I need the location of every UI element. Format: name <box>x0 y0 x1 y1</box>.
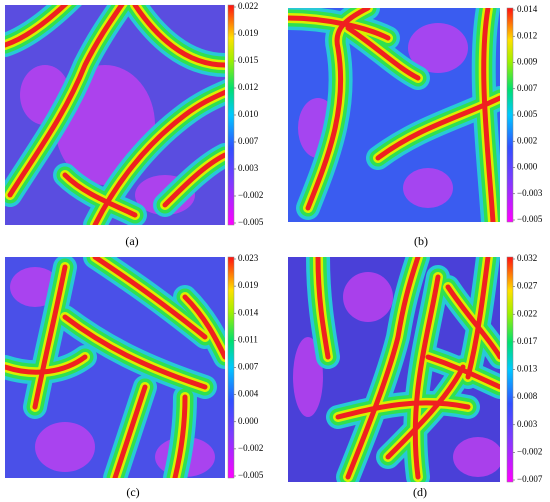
colorbar-tick-label: 0.000 <box>517 162 538 172</box>
colorbar-tick-label: 0.003 <box>517 419 538 429</box>
colorbar <box>227 4 235 226</box>
colorbar-tick-label: 0.007 <box>517 83 538 93</box>
strain-band <box>112 384 148 478</box>
low-region <box>343 272 393 322</box>
panel-label: (d) <box>413 485 427 499</box>
strain-band <box>305 8 371 211</box>
strain-band <box>7 5 125 198</box>
colorbar-tick-label: 0.012 <box>517 30 537 40</box>
strain-band <box>5 5 69 48</box>
strain-band <box>182 294 225 360</box>
strain-band <box>32 264 68 410</box>
strain-band <box>345 257 421 480</box>
colorbar-tick-label: 0.004 <box>238 389 259 399</box>
colorbar-tick-label: −0.005 <box>238 470 264 480</box>
colorbar-tick-label: 0.022 <box>238 1 258 11</box>
colorbar <box>506 7 514 223</box>
strain-band <box>481 8 496 222</box>
strain-band <box>62 314 208 390</box>
colorbar-tick-label: 0.023 <box>238 253 259 263</box>
strain-band <box>132 5 225 68</box>
colorbar-tick-label: 0.003 <box>238 163 259 173</box>
colorbar-tick-label: −0.005 <box>238 217 264 227</box>
strain-band <box>172 394 188 478</box>
strain-band <box>385 364 466 460</box>
heatmap <box>5 257 225 478</box>
colorbar-tick-label: 0.014 <box>238 307 259 317</box>
colorbar-tick-label: −0.002 <box>238 190 263 200</box>
panel-label: (a) <box>125 234 138 248</box>
heatmap <box>288 8 500 222</box>
colorbar-tick-label: −0.002 <box>238 443 263 453</box>
colorbar-tick-label: 0.005 <box>517 109 538 119</box>
colorbar-tick-label: 0.007 <box>238 362 259 372</box>
strain-band <box>162 152 225 208</box>
low-region <box>35 422 95 472</box>
heatmap <box>5 5 225 225</box>
colorbar-tick-label: 0.027 <box>517 281 538 291</box>
strain-band <box>5 354 88 375</box>
strain-band <box>345 25 421 81</box>
colorbar-tick-label: 0.012 <box>238 82 258 92</box>
colorbar-tick-label: 0.019 <box>238 28 259 38</box>
colorbar-tick-label: −0.005 <box>517 214 543 224</box>
low-region <box>453 437 500 477</box>
colorbar <box>506 256 514 483</box>
strain-band <box>62 172 138 218</box>
colorbar <box>227 256 235 479</box>
colorbar-tick-label: 0.032 <box>517 253 537 263</box>
colorbar-tick-label: 0.017 <box>517 336 538 346</box>
strain-band <box>315 257 331 360</box>
colorbar-tick-label: 0.014 <box>517 4 538 14</box>
strain-band <box>465 257 491 380</box>
strain-band <box>412 274 441 480</box>
low-region <box>403 168 453 208</box>
colorbar-tick-label: 0.010 <box>238 109 259 119</box>
colorbar-tick-label: −0.002 <box>517 446 542 456</box>
panel-label: (c) <box>126 485 139 499</box>
low-region <box>293 337 323 417</box>
strain-band <box>92 257 208 340</box>
colorbar-tick-label: 0.000 <box>238 416 259 426</box>
panel-label: (b) <box>414 234 428 248</box>
heatmap <box>288 257 500 482</box>
colorbar-tick-label: 0.002 <box>517 135 537 145</box>
colorbar-tick-label: −0.003 <box>517 188 543 198</box>
colorbar-tick-label: 0.015 <box>238 55 259 65</box>
strain-band <box>335 400 471 420</box>
colorbar-tick-label: −0.007 <box>517 474 543 484</box>
low-region <box>408 23 468 73</box>
colorbar-tick-label: 0.019 <box>238 280 259 290</box>
colorbar-tick-label: 0.008 <box>517 391 538 401</box>
colorbar-tick-label: 0.011 <box>238 334 258 344</box>
strain-band <box>288 15 391 41</box>
strain-band <box>92 89 225 225</box>
colorbar-tick-label: 0.009 <box>517 57 538 67</box>
colorbar-tick-label: 0.007 <box>238 136 259 146</box>
colorbar-tick-label: 0.022 <box>517 308 537 318</box>
colorbar-tick-label: 0.013 <box>517 364 538 374</box>
